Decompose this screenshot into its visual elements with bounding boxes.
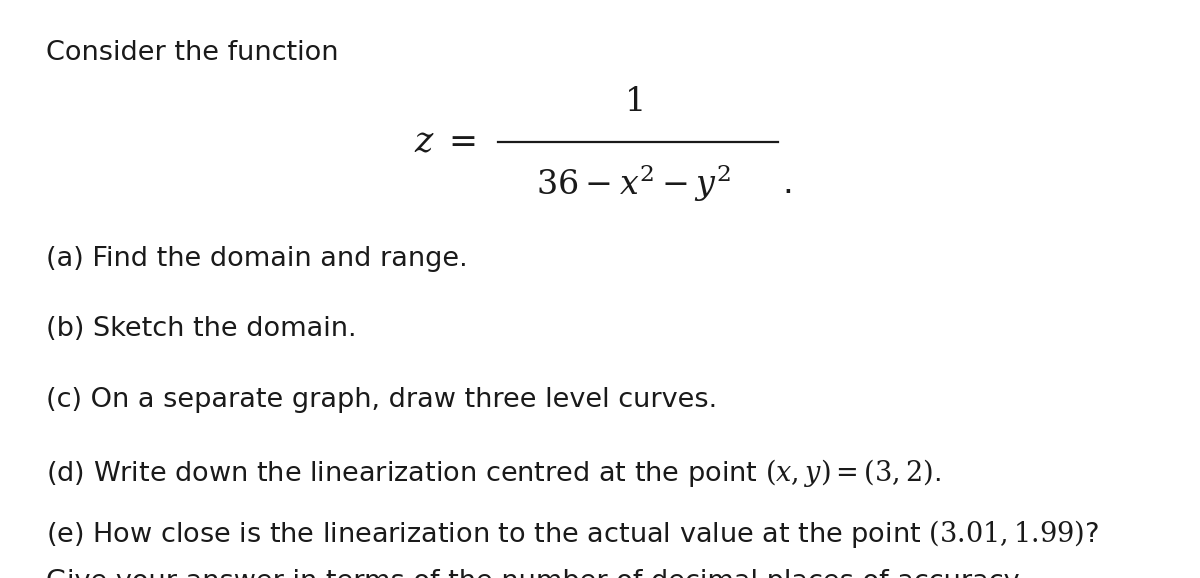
- Text: Give your answer in terms of the number of decimal places of accuracy.: Give your answer in terms of the number …: [46, 569, 1024, 578]
- Text: (d) Write down the linearization centred at the point $(x, y) = (3, 2)$.: (d) Write down the linearization centred…: [46, 457, 941, 489]
- Text: (b) Sketch the domain.: (b) Sketch the domain.: [46, 316, 356, 342]
- Text: (e) How close is the linearization to the actual value at the point $(3.01, 1.99: (e) How close is the linearization to th…: [46, 518, 1098, 550]
- Text: $1$: $1$: [624, 84, 643, 118]
- Text: (c) On a separate graph, draw three level curves.: (c) On a separate graph, draw three leve…: [46, 387, 716, 413]
- Text: $z\;=$: $z\;=$: [414, 125, 475, 158]
- Text: (a) Find the domain and range.: (a) Find the domain and range.: [46, 246, 467, 272]
- Text: .: .: [782, 167, 793, 201]
- Text: Consider the function: Consider the function: [46, 40, 338, 66]
- Text: $36 - x^2 - y^2$: $36 - x^2 - y^2$: [536, 163, 731, 205]
